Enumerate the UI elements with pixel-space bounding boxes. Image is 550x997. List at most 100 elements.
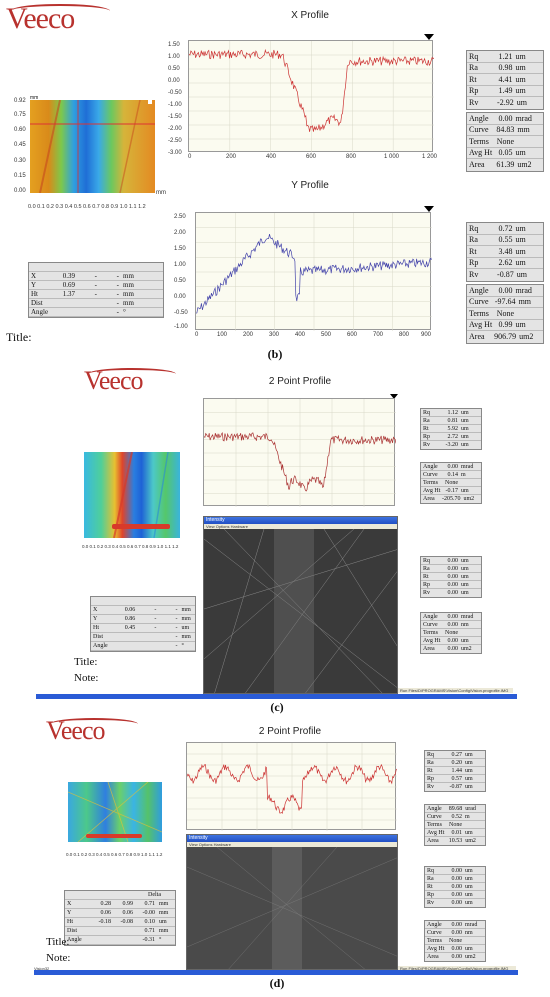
tick: -1.00: [168, 102, 182, 108]
stat-row: Curve 0.00 nm: [425, 929, 485, 937]
stat-label: Curve: [423, 621, 438, 628]
stat-row: Rt 1.44 um: [425, 767, 485, 775]
cursor-row: Dist 0.71 mm: [65, 927, 175, 936]
cursor-cell: -: [94, 272, 97, 280]
intensity-window-d[interactable]: Intensity View Options Hardware: [186, 834, 398, 970]
stat-value: None: [449, 937, 462, 944]
stat-unit: um: [461, 590, 469, 596]
window-menu[interactable]: View Options Hardware: [204, 524, 397, 529]
stat-label: Rt: [423, 425, 429, 432]
cursor-cell: mm: [181, 607, 191, 613]
delta-header: Delta: [148, 892, 161, 898]
height-map-b[interactable]: [30, 100, 155, 193]
cursor-row: X 0.28 0.99 0.71 mm: [65, 900, 175, 909]
cursor-row: X 0.39- - mm: [29, 272, 163, 281]
stat-label: Rq: [423, 557, 431, 564]
cursor-cell: -: [116, 290, 119, 298]
title-label[interactable]: Title:: [46, 936, 70, 948]
stat-row: Area 906.79 um2: [467, 331, 543, 343]
stat-row: Area 0.00 um2: [421, 645, 481, 653]
stat-row: Rv -0.87 um: [425, 783, 485, 791]
cursor-cell: Angle: [67, 937, 82, 943]
cursor-cell: mm: [159, 910, 169, 916]
stat-label: Rv: [469, 98, 479, 108]
cursor-cell: Y: [67, 910, 72, 916]
tick: 0: [195, 332, 199, 338]
cursor-cell: 1.37: [62, 290, 75, 298]
stat-row: Rv -0.87 um: [467, 269, 543, 281]
stat-unit: m: [465, 813, 470, 820]
tick: 800: [399, 332, 410, 338]
cursor-row: Ht -0.18 -0.08 0.10 um: [65, 918, 175, 927]
tick: -2.50: [168, 138, 182, 144]
tick: 0.00: [168, 78, 180, 84]
collapse-triangle-icon[interactable]: [424, 206, 434, 212]
profile-plot-c[interactable]: [203, 398, 396, 507]
stat-unit: um: [515, 74, 526, 84]
stat-value: None: [445, 629, 458, 636]
cursor-row: Y 0.06 0.06 -0.00 mm: [65, 909, 175, 918]
stat-label: Rp: [423, 433, 431, 440]
collapse-triangle-icon[interactable]: [390, 394, 398, 399]
stat-label: Terms: [423, 479, 438, 486]
cursor-row: Angle -0.31 °: [65, 936, 175, 945]
caption-d: (d): [269, 976, 285, 990]
tick: 2.00: [174, 230, 186, 236]
note-label[interactable]: Note:: [46, 952, 71, 964]
tick: 1 000: [384, 154, 400, 160]
height-map-c[interactable]: [84, 452, 180, 538]
stat-label: Rp: [423, 581, 431, 588]
stat-value: 0.00: [447, 573, 459, 580]
stat-label: Angle: [427, 805, 442, 812]
stat-label: Angle: [469, 285, 489, 295]
cursor-cell: -0.31: [142, 937, 156, 943]
height-map-d[interactable]: [68, 782, 162, 842]
title-label[interactable]: Title:: [6, 330, 32, 344]
y-profile-plot[interactable]: [195, 212, 432, 331]
stat-value: 0.52: [451, 813, 463, 820]
profile-plot-d[interactable]: [186, 742, 397, 831]
note-label[interactable]: Note:: [74, 672, 99, 684]
start-button[interactable]: Vision32: [34, 966, 50, 971]
stat-value: 0.00: [451, 954, 463, 960]
stat-label: Rv: [423, 590, 431, 596]
stat-value: 0.00: [451, 875, 463, 882]
stat-unit: um: [465, 767, 473, 774]
cursor-cell: 0.45: [124, 625, 136, 631]
intensity-image: [187, 846, 397, 969]
stat-value: -97.64: [494, 297, 516, 307]
collapse-triangle-icon[interactable]: [424, 34, 434, 40]
window-title[interactable]: Intensity: [204, 517, 397, 524]
x-profile-plot[interactable]: [188, 40, 434, 153]
stat-row: Rp 0.00 um: [425, 891, 485, 899]
stat-row: Ra 0.00 um: [425, 875, 485, 883]
stat-unit: mrad: [461, 613, 474, 620]
stat-value: 0.01: [451, 829, 463, 836]
x-roughness-stats: Rq 1.21 um Ra 0.98 um Rt 4.41 um Rp 1.49 um Rv -2.92 u…: [466, 50, 544, 110]
stat-label: Ra: [427, 759, 434, 766]
cursor-cell: -0.18: [98, 919, 112, 925]
tick: -0.50: [174, 310, 188, 316]
cursor-cell: 0.28: [100, 901, 112, 907]
stat-label: Terms: [427, 821, 442, 828]
window-menu[interactable]: View Options Hardware: [187, 842, 397, 847]
stat-row: Rp 1.49 um: [467, 86, 543, 97]
stat-label: Area: [423, 496, 435, 502]
window-title[interactable]: Intensity: [187, 835, 397, 842]
stat-unit: nm: [465, 929, 473, 936]
cursor-cell: Y: [31, 281, 37, 289]
stat-unit: um: [515, 320, 526, 330]
stat-value: 0.00: [451, 945, 463, 952]
stat-value: 0.81: [447, 417, 459, 424]
intensity-window-c[interactable]: Intensity View Options Hardware: [203, 516, 398, 694]
stat-unit: um2: [465, 838, 476, 844]
title-label[interactable]: Title:: [74, 656, 98, 668]
cursor-cell: mm: [123, 299, 134, 307]
stat-unit: um2: [519, 332, 534, 342]
stat-unit: urad: [465, 805, 476, 812]
roughness-stats-d2: Rq 0.00 um Ra 0.00 um Rt 0.00 um Rp 0.00 um Rv 0.00 um: [424, 866, 486, 908]
stat-label: Terms: [469, 136, 489, 146]
stat-unit: um: [461, 487, 469, 494]
stat-unit: um: [461, 573, 469, 580]
cursor-cell: 0.69: [62, 281, 75, 289]
